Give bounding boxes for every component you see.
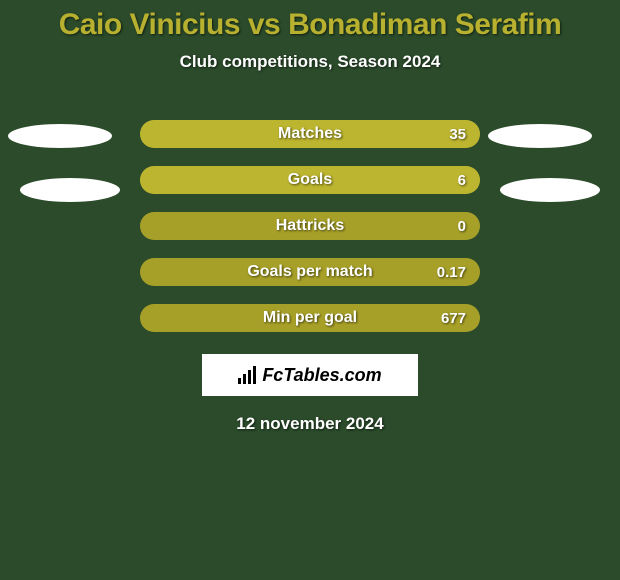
page-title: Caio Vinicius vs Bonadiman Serafim [0,0,620,42]
stat-bar-value: 677 [441,304,466,332]
stat-bar: Goals per match0.17 [140,258,480,286]
logo-box: FcTables.com [202,354,418,396]
comparison-card: Caio Vinicius vs Bonadiman Serafim Club … [0,0,620,580]
stat-bar-label: Matches [140,120,480,148]
subtitle: Club competitions, Season 2024 [0,52,620,72]
avatar-left-2 [20,178,120,202]
barchart-icon [238,366,256,384]
stat-bar-value: 0 [458,212,466,240]
stat-bar-label: Hattricks [140,212,480,240]
stat-bar: Matches35 [140,120,480,148]
stat-bar: Goals6 [140,166,480,194]
stat-bar-label: Goals [140,166,480,194]
stat-bar-label: Goals per match [140,258,480,286]
avatar-left-1 [8,124,112,148]
date-text: 12 november 2024 [0,414,620,434]
stat-bar-value: 0.17 [437,258,466,286]
stat-bar-value: 35 [449,120,466,148]
stat-bar: Min per goal677 [140,304,480,332]
avatar-right-1 [488,124,592,148]
stat-bar: Hattricks0 [140,212,480,240]
stat-bar-label: Min per goal [140,304,480,332]
stat-bar-value: 6 [458,166,466,194]
avatar-right-2 [500,178,600,202]
logo-text: FcTables.com [262,365,381,386]
stat-bars: Matches35 Goals6 Hattricks0 Goals per match… [140,120,480,332]
